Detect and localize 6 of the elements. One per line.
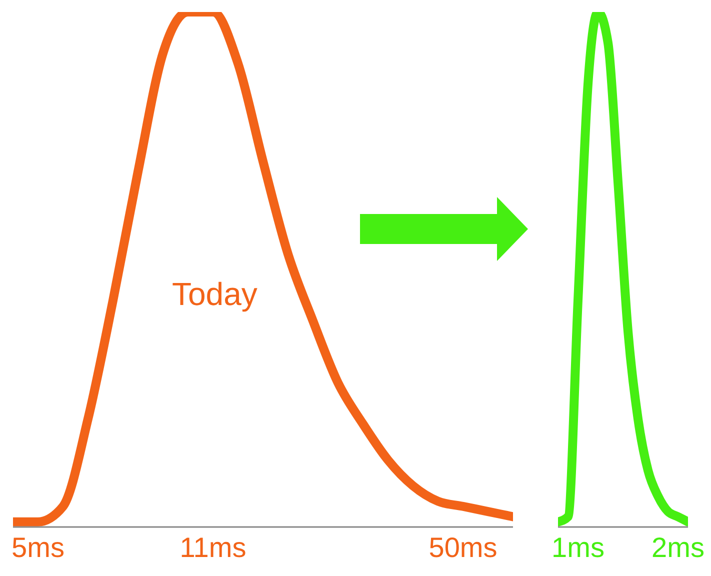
x-tick-label: 50ms (428, 532, 498, 563)
x-tick-label: 2ms (652, 532, 704, 563)
x-tick-label: 5ms (12, 532, 64, 563)
annotation: Today (172, 276, 258, 313)
x-tick-label: 1ms (552, 532, 604, 563)
x-tick-label: 11ms (180, 532, 246, 563)
